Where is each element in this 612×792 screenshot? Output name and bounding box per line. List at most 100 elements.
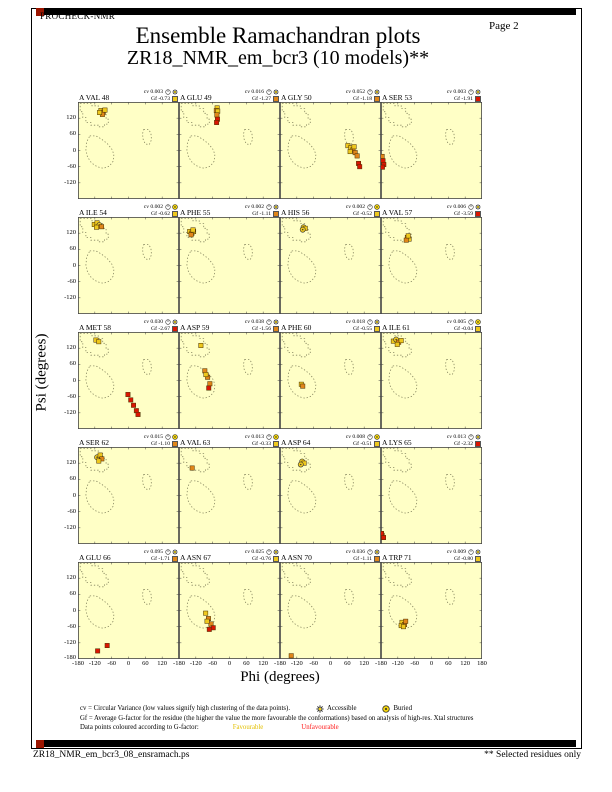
y-tick-label: -60 <box>67 162 76 170</box>
y-tick-label: 60 <box>69 360 77 368</box>
gf-value: Gf -2.32 <box>454 440 473 447</box>
data-point <box>102 107 108 113</box>
y-tick-label: 0 <box>72 146 76 154</box>
cv-dial-icon <box>366 204 373 210</box>
buried-icon <box>172 204 178 211</box>
region-outline-alphaL <box>142 589 152 606</box>
cv-value: cv 0.002 <box>244 204 264 211</box>
x-tick-label: 120 <box>359 660 370 667</box>
region-outline-alphaL <box>344 244 354 261</box>
ramachandran-cell: A MET 58 cv 0.030 Gf -2.67 <box>78 314 179 429</box>
gf-color-swatch <box>272 325 279 332</box>
x-tick-label: -180 <box>173 660 185 667</box>
legend-cv-text: cv = Circular Variance (low values signi… <box>80 705 291 712</box>
data-point <box>400 624 406 630</box>
data-point <box>214 112 220 118</box>
data-point <box>203 610 209 616</box>
subplot-header: A ASN 67 cv 0.025 Gf -0.76 <box>179 544 280 562</box>
cv-value: cv 0.008 <box>345 434 365 441</box>
y-tick-label: 60 <box>69 130 77 138</box>
ramachandran-cell: A LYS 65 cv 0.013 Gf -2.32 <box>381 429 482 544</box>
gf-value: Gf -0.76 <box>252 555 271 562</box>
cv-dial-icon <box>467 549 474 555</box>
y-tick-label: 60 <box>69 590 77 598</box>
residue-label: A LYS 65 <box>382 438 412 447</box>
gf-value: Gf -0.55 <box>353 325 372 332</box>
residue-label: A SER 53 <box>382 93 413 102</box>
y-axis-label: Psi (degrees) <box>33 333 50 412</box>
cv-dial-icon <box>265 549 272 555</box>
y-tick-label: 0 <box>72 491 76 499</box>
gf-value: Gf -1.10 <box>151 440 170 447</box>
y-tick-label: 120 <box>66 574 76 582</box>
gf-value: Gf -0.73 <box>151 95 170 102</box>
top-rule <box>36 8 576 15</box>
region-outline-alphaL <box>445 244 455 261</box>
x-tick-label: -180 <box>72 660 84 667</box>
subplot-header: A GLU 49 cv 0.016 Gf -1.27 <box>179 84 280 102</box>
accessible-icon <box>374 549 380 555</box>
region-outline-alphaL <box>243 589 253 606</box>
region-outline-alphaL <box>344 129 354 146</box>
y-tick-label: -60 <box>67 277 76 285</box>
accessible-icon <box>316 705 324 713</box>
accessible-icon <box>172 549 178 555</box>
data-point <box>403 618 409 624</box>
ramachandran-plot <box>381 447 482 544</box>
accessible-icon <box>273 89 279 95</box>
data-point <box>96 458 102 464</box>
x-tick-label: 60 <box>344 660 351 667</box>
legend-unfavourable-label: Unfavourable <box>301 724 339 732</box>
buried-icon <box>374 204 380 211</box>
y-tick-label: 60 <box>69 475 77 483</box>
x-tick-label: 120 <box>258 660 269 667</box>
ramachandran-cell: A TRP 71 cv 0.009 Gf -0.80 <box>381 544 482 659</box>
data-point <box>198 343 204 348</box>
data-point <box>381 535 386 540</box>
gf-color-swatch <box>373 325 380 332</box>
x-tick-label: -180 <box>375 660 387 667</box>
subplot-header: A VAL 63 cv 0.013 Gf -0.33 <box>179 429 280 447</box>
data-point <box>381 531 385 536</box>
ramachandran-cell: A VAL 48 cv 0.003 Gf -0.73 <box>78 84 179 199</box>
top-corner-marker <box>36 8 44 16</box>
accessible-icon <box>273 204 279 210</box>
region-outline-alphaL <box>445 129 455 146</box>
y-tick-label: -120 <box>64 523 76 531</box>
gf-color-swatch <box>474 95 481 102</box>
data-point <box>351 144 357 150</box>
data-point <box>96 339 102 345</box>
subplot-header: A GLU 66 cv 0.095 Gf -1.71 <box>78 544 179 562</box>
subplot-header: A ASP 59 cv 0.038 Gf -1.56 <box>179 314 280 332</box>
gf-color-swatch <box>171 210 178 217</box>
subplot-header: A PHE 60 cv 0.018 Gf -0.55 <box>280 314 381 332</box>
cv-dial-icon <box>467 204 474 210</box>
region-outline-alphaL <box>445 359 455 376</box>
legend-accessible-label: Accessible <box>327 705 357 712</box>
accessible-icon <box>316 705 324 713</box>
buried-icon <box>382 705 391 713</box>
ramachandran-cell: A VAL 57 cv 0.006 Gf -3.59 <box>381 199 482 314</box>
gf-color-swatch <box>272 210 279 217</box>
data-point <box>403 237 409 243</box>
ramachandran-cell: A ASN 67 cv 0.025 Gf -0.76 <box>179 544 280 659</box>
accessible-icon <box>374 319 380 325</box>
residue-label: A VAL 48 <box>79 93 110 102</box>
y-tick-label: 0 <box>72 376 76 384</box>
gf-color-swatch <box>373 440 380 447</box>
residue-label: A VAL 57 <box>382 208 413 217</box>
data-point <box>206 385 212 391</box>
data-point <box>398 338 404 344</box>
ramachandran-plot <box>179 217 280 314</box>
data-point <box>189 465 195 471</box>
subplot-header: A ASN 70 cv 0.036 Gf -1.11 <box>280 544 381 562</box>
gf-color-swatch <box>474 325 481 332</box>
cv-value: cv 0.016 <box>244 89 264 96</box>
page-number: Page 2 <box>489 20 519 32</box>
subplot-header: A VAL 57 cv 0.006 Gf -3.59 <box>381 199 482 217</box>
ramachandran-cell: A ILE 61 cv 0.005 Gf -0.04 <box>381 314 482 429</box>
ramachandran-cell: A VAL 63 cv 0.013 Gf -0.33 <box>179 429 280 544</box>
cv-dial-icon <box>366 549 373 555</box>
ramachandran-grid: A VAL 48 cv 0.003 Gf -0.73 A GLU 49 cv 0.016… <box>78 84 482 659</box>
